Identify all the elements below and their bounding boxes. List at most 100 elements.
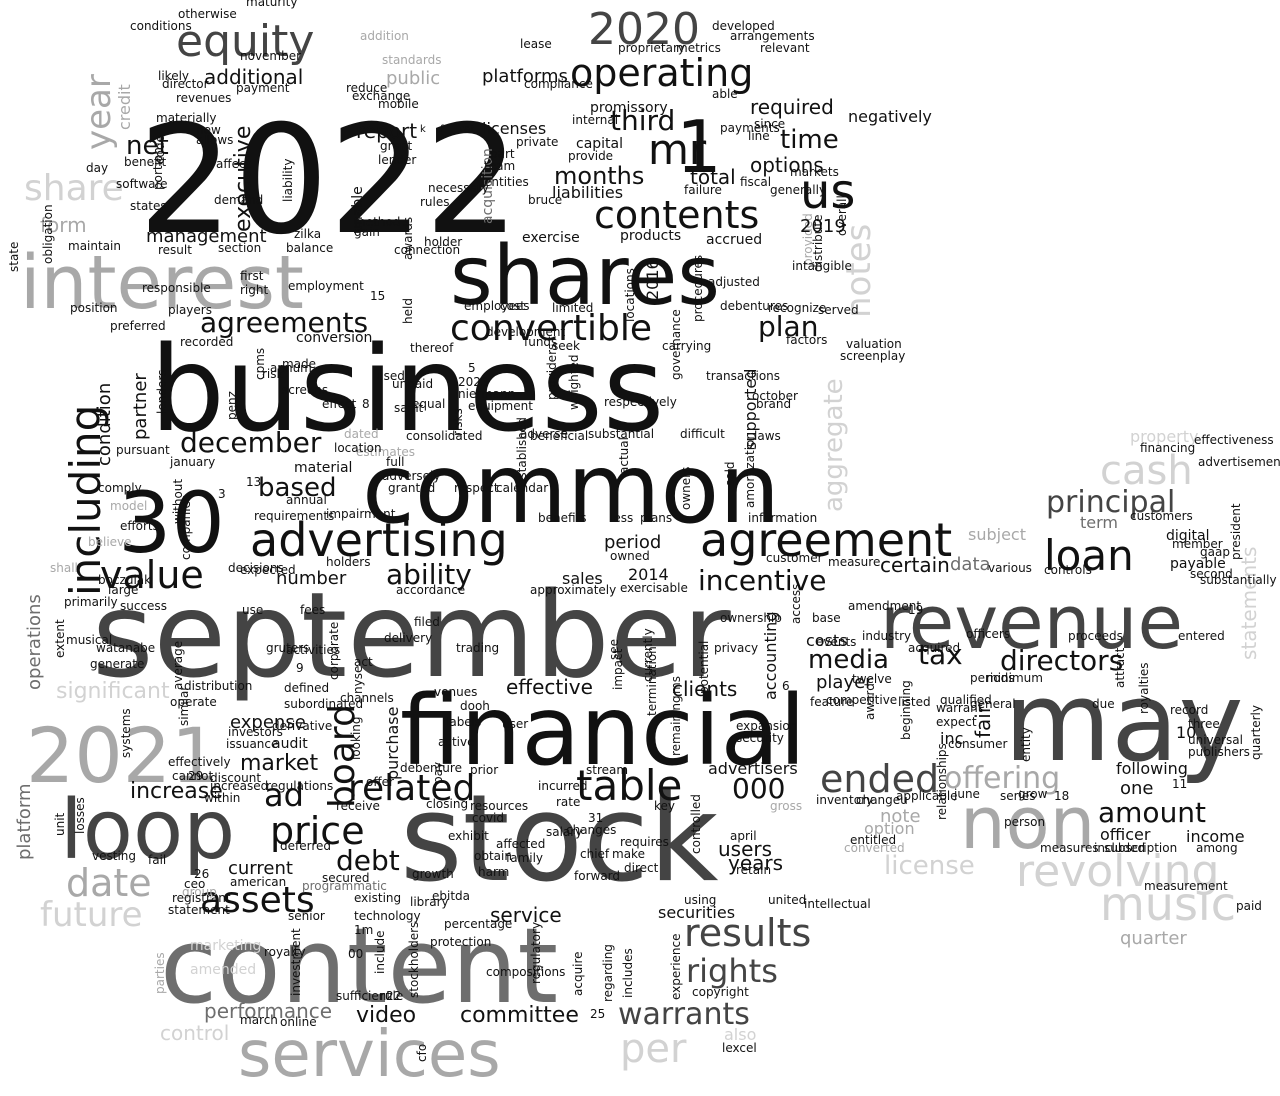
word-net: net bbox=[126, 131, 169, 161]
word-000: 000 bbox=[732, 772, 785, 805]
word-active: active bbox=[438, 735, 474, 749]
word-sales: sales bbox=[562, 569, 603, 588]
word-member: member bbox=[1172, 537, 1223, 551]
word-failure: failure bbox=[684, 183, 722, 197]
word-25: 25 bbox=[590, 1007, 605, 1021]
word-labels: labels bbox=[446, 715, 481, 729]
word-comply: comply bbox=[98, 481, 142, 495]
word-debentures: debentures bbox=[720, 299, 788, 313]
word-compliance: compliance bbox=[524, 77, 593, 91]
word-board: board bbox=[322, 704, 363, 808]
word-saint: saint bbox=[394, 401, 424, 415]
word-entered: entered bbox=[1178, 629, 1225, 643]
word-revenues: revenues bbox=[176, 91, 231, 105]
word-ebitda: ebitda bbox=[432, 889, 470, 903]
word-nyse: nyse bbox=[351, 666, 365, 694]
word-resources: resources bbox=[470, 799, 528, 813]
word-stream: stream bbox=[586, 763, 628, 777]
word-31: 31 bbox=[588, 811, 603, 825]
word-owners: owners bbox=[679, 467, 693, 510]
word-stock: stock bbox=[400, 770, 719, 909]
word-team: team bbox=[484, 159, 515, 173]
word-twelve: twelve bbox=[852, 672, 892, 686]
word-f: f bbox=[440, 124, 444, 135]
word-intangible: intangible bbox=[792, 259, 852, 273]
word-condition: condition bbox=[94, 383, 115, 466]
word-options: options bbox=[750, 153, 824, 177]
word-difficult: difficult bbox=[680, 427, 725, 441]
word-entitled: entitled bbox=[850, 833, 896, 847]
word-related: related bbox=[348, 768, 475, 809]
word-affect: affect bbox=[216, 157, 251, 171]
word-fees: fees bbox=[300, 603, 325, 617]
word-harm: harm bbox=[478, 865, 509, 879]
word-gruters: gruters bbox=[266, 641, 309, 655]
word-2022: 2022 bbox=[138, 94, 520, 268]
word-clients: clients bbox=[672, 677, 737, 701]
word-offering: offering bbox=[944, 761, 1060, 796]
word-covid: covid bbox=[472, 811, 504, 825]
word-6: 6 bbox=[782, 679, 790, 693]
word-significant: significant bbox=[56, 679, 170, 704]
word-qualified: qualified bbox=[940, 693, 992, 707]
word-note: note bbox=[880, 806, 921, 827]
word-pay: pay bbox=[431, 762, 445, 784]
word-library: library bbox=[410, 895, 449, 909]
word-publishers: publishers bbox=[1188, 745, 1250, 759]
word-respectively: respectively bbox=[604, 395, 677, 409]
word-granted: granted bbox=[388, 481, 435, 495]
word-annual: annual bbox=[286, 493, 327, 507]
word-various: various bbox=[988, 561, 1032, 575]
word-shares: shares bbox=[450, 229, 720, 324]
word-efforts: efforts bbox=[120, 519, 159, 533]
word-equity: equity bbox=[176, 16, 314, 67]
word-demand: demand bbox=[214, 193, 263, 207]
word-venues: venues bbox=[434, 685, 477, 699]
word-sufficient: sufficient bbox=[336, 989, 391, 1003]
word-customer: customer bbox=[766, 551, 823, 565]
word-increase: increase bbox=[130, 779, 223, 804]
word-contents: contents bbox=[594, 193, 759, 237]
word-delivery: delivery bbox=[384, 631, 432, 645]
word-senior: senior bbox=[288, 909, 325, 923]
word-actual: actual bbox=[617, 437, 631, 474]
word-grant: grant bbox=[380, 139, 413, 153]
word-time: time bbox=[780, 125, 839, 155]
word-relevant: relevant bbox=[760, 41, 810, 55]
word-months: months bbox=[554, 162, 644, 190]
word-officers: officers bbox=[966, 627, 1010, 641]
word-allows: allows bbox=[196, 133, 233, 147]
word-negatively: negatively bbox=[848, 107, 932, 126]
word-series: series bbox=[1000, 789, 1036, 803]
word-existing: existing bbox=[354, 891, 401, 905]
word-1m: 1m bbox=[354, 923, 373, 937]
word-digital: digital bbox=[1166, 528, 1210, 544]
word-right: right bbox=[240, 283, 268, 297]
word-principal: principal bbox=[1046, 485, 1175, 520]
word-accordance: accordance bbox=[396, 583, 465, 597]
word-without: without bbox=[171, 479, 185, 524]
word-investment: investment bbox=[289, 928, 303, 996]
word-converted: converted bbox=[844, 841, 905, 855]
word-including: including bbox=[61, 405, 110, 596]
word-effectively: effectively bbox=[168, 755, 231, 769]
word-acquired: acquired bbox=[908, 641, 960, 655]
word-interest: interest bbox=[20, 240, 304, 326]
word-funds: funds bbox=[524, 335, 557, 349]
word-grow: grow bbox=[1018, 787, 1048, 801]
word-business: business bbox=[150, 320, 664, 458]
word-looking: looking bbox=[349, 716, 363, 760]
word-systems: systems bbox=[119, 708, 133, 758]
word-parties: parties bbox=[153, 952, 167, 994]
word-costs: costs bbox=[806, 631, 848, 650]
word-incurred: incurred bbox=[538, 779, 588, 793]
word-activities: activities bbox=[286, 643, 340, 657]
word-debenture: debenture bbox=[400, 761, 462, 775]
word-channels: channels bbox=[340, 691, 394, 705]
word-gain: gain bbox=[354, 225, 380, 239]
word-advertising: advertising bbox=[250, 513, 508, 567]
word-equipment: equipment bbox=[468, 399, 533, 413]
word-zilka: zilka bbox=[294, 227, 321, 241]
word-option: option bbox=[864, 819, 915, 838]
word-screenplay: screenplay bbox=[840, 349, 905, 363]
